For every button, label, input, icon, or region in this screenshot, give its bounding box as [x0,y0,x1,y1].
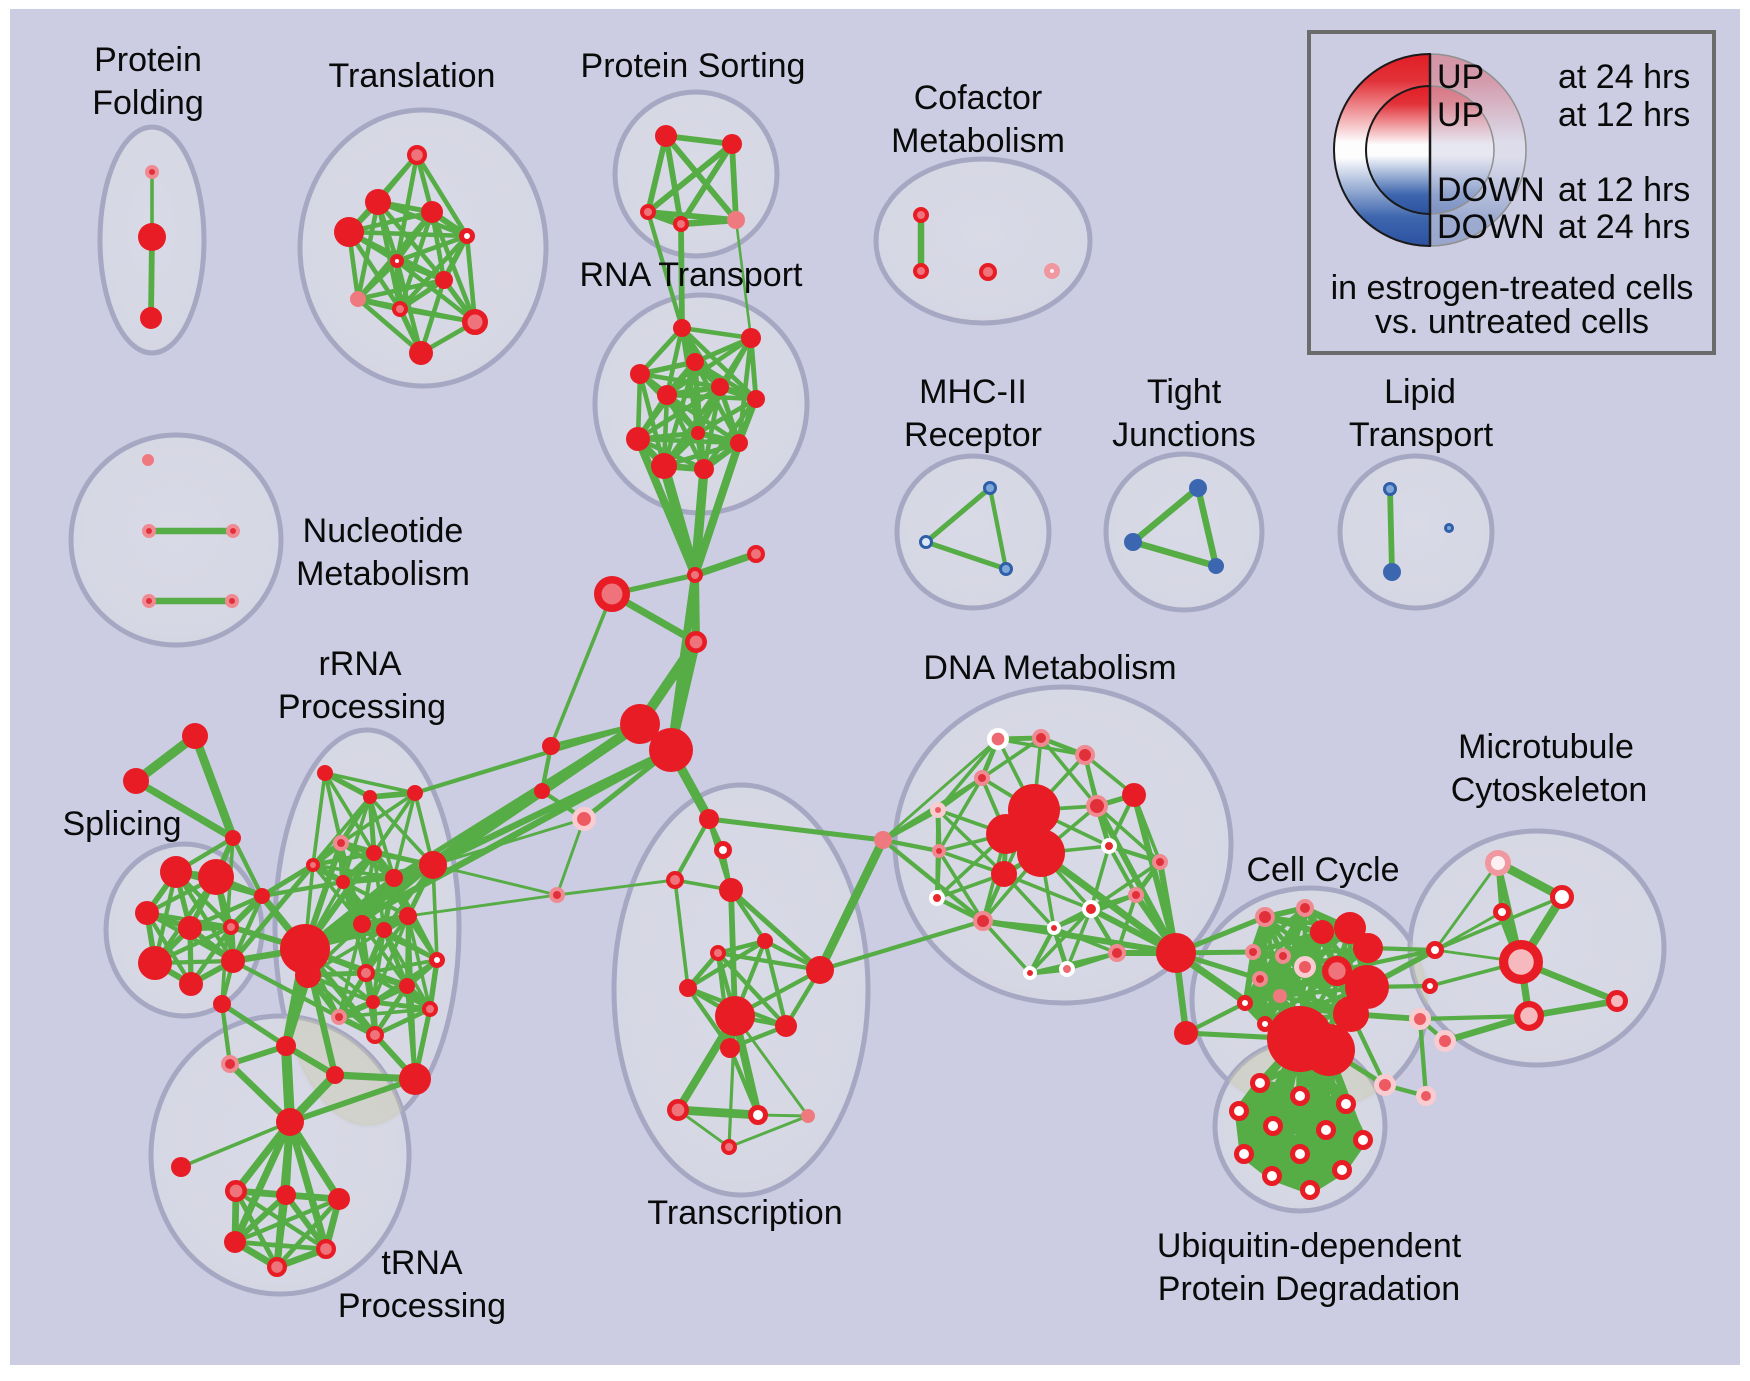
svg-text:DOWN: DOWN [1437,208,1545,246]
svg-text:Junctions: Junctions [1112,416,1256,454]
svg-text:tRNA: tRNA [381,1244,463,1282]
svg-text:Cell Cycle: Cell Cycle [1246,851,1399,889]
svg-text:Protein: Protein [94,41,202,79]
svg-text:rRNA: rRNA [318,645,401,683]
svg-text:DNA Metabolism: DNA Metabolism [923,649,1176,687]
svg-text:DOWN: DOWN [1437,171,1545,209]
svg-text:Protein Degradation: Protein Degradation [1158,1270,1460,1308]
svg-text:Splicing: Splicing [62,805,181,843]
svg-text:Tight: Tight [1147,373,1222,411]
svg-text:MHC-II: MHC-II [919,373,1027,411]
svg-text:Processing: Processing [338,1287,506,1325]
svg-text:Folding: Folding [92,84,204,122]
svg-text:at 24 hrs: at 24 hrs [1558,58,1690,96]
svg-text:Metabolism: Metabolism [296,555,470,593]
svg-text:RNA Transport: RNA Transport [580,256,804,294]
svg-text:UP: UP [1437,58,1484,96]
svg-text:Processing: Processing [278,688,446,726]
svg-text:at 24 hrs: at 24 hrs [1558,208,1690,246]
svg-text:Nucleotide: Nucleotide [303,512,464,550]
svg-text:UP: UP [1437,96,1484,134]
svg-text:vs. untreated cells: vs. untreated cells [1375,303,1649,341]
svg-text:Cytoskeleton: Cytoskeleton [1451,771,1648,809]
svg-text:in estrogen-treated cells: in estrogen-treated cells [1331,269,1694,307]
svg-text:Translation: Translation [329,57,496,95]
svg-text:Lipid: Lipid [1384,373,1456,411]
svg-text:Transcription: Transcription [647,1194,842,1232]
svg-text:Receptor: Receptor [904,416,1042,454]
svg-text:at 12 hrs: at 12 hrs [1558,96,1690,134]
svg-text:Cofactor: Cofactor [914,79,1043,117]
svg-text:at 12 hrs: at 12 hrs [1558,171,1690,209]
svg-text:Ubiquitin-dependent: Ubiquitin-dependent [1157,1227,1462,1265]
svg-text:Protein Sorting: Protein Sorting [581,47,806,85]
svg-text:Transport: Transport [1349,416,1494,454]
svg-text:Metabolism: Metabolism [891,122,1065,160]
svg-text:Microtubule: Microtubule [1458,728,1634,766]
